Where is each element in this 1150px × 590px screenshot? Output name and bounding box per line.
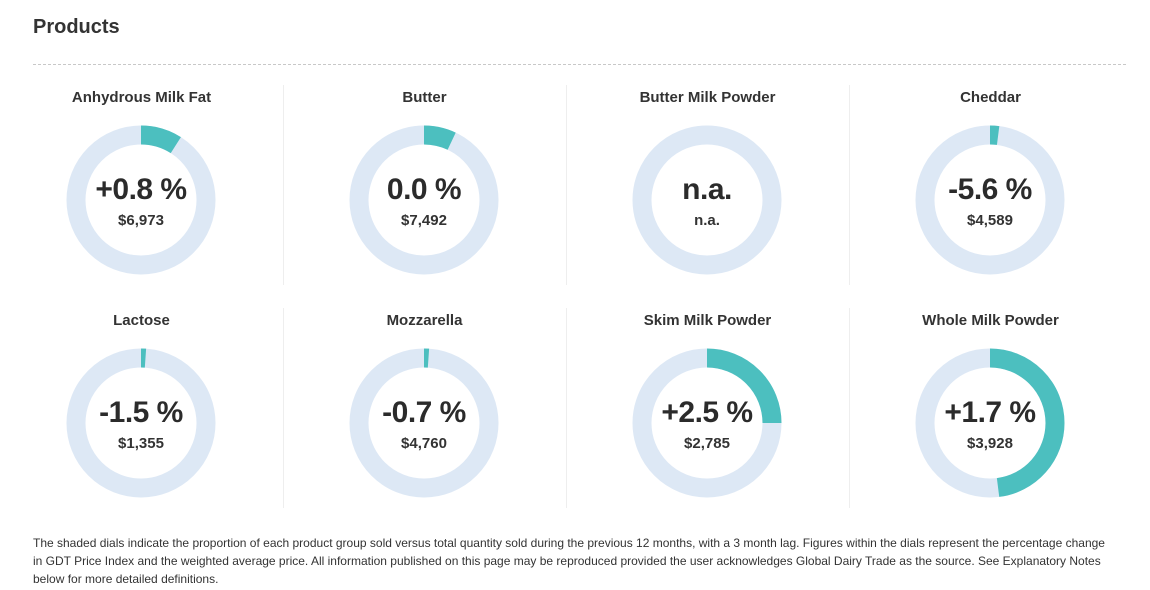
product-card-butter-milk-powder: Butter Milk Powder n.a. n.a. <box>566 70 849 293</box>
dial-share-arc <box>632 348 782 498</box>
price-index-change: -1.5 % <box>99 396 183 429</box>
product-name: Mozzarella <box>386 312 463 329</box>
product-name: Butter <box>402 89 447 106</box>
product-card-butter: Butter 0.0 % $7,492 <box>283 70 566 293</box>
dial-graphic <box>66 125 216 275</box>
product-card-skim-milk-powder: Skim Milk Powder +2.5 % $2,785 <box>566 293 849 516</box>
footnote-text: The shaded dials indicate the proportion… <box>33 536 1105 586</box>
column-divider <box>283 85 284 285</box>
share-dial: -0.7 % $4,760 <box>349 348 499 498</box>
dial-track <box>632 125 782 275</box>
product-card-whole-milk-powder: Whole Milk Powder +1.7 % $3,928 <box>849 293 1132 516</box>
dial-share-arc <box>66 125 216 275</box>
dial-graphic <box>632 348 782 498</box>
dial-graphic <box>349 125 499 275</box>
share-dial: +2.5 % $2,785 <box>632 348 782 498</box>
average-price: $4,589 <box>967 212 1013 229</box>
price-index-change: +0.8 % <box>95 173 187 206</box>
dial-graphic <box>915 348 1065 498</box>
dial-share-arc <box>915 125 1065 275</box>
dial-graphic <box>915 125 1065 275</box>
average-price: n.a. <box>694 212 720 229</box>
product-card-lactose: Lactose -1.5 % $1,355 <box>0 293 283 516</box>
product-name: Butter Milk Powder <box>639 89 776 106</box>
dial-share-arc <box>349 125 499 275</box>
dial-graphic <box>349 348 499 498</box>
product-name: Anhydrous Milk Fat <box>71 89 212 106</box>
dial-graphic <box>632 125 782 275</box>
dial-share-arc <box>349 348 499 498</box>
share-dial: n.a. n.a. <box>632 125 782 275</box>
page-title: Products <box>33 16 120 38</box>
product-card-anhydrous-milk-fat: Anhydrous Milk Fat +0.8 % $6,973 <box>0 70 283 293</box>
share-dial: -1.5 % $1,355 <box>66 348 216 498</box>
average-price: $4,760 <box>401 435 447 452</box>
column-divider <box>283 308 284 508</box>
average-price: $2,785 <box>684 435 730 452</box>
product-name: Whole Milk Powder <box>922 312 1059 329</box>
price-index-change: +2.5 % <box>661 396 753 429</box>
product-name: Skim Milk Powder <box>643 312 772 329</box>
product-card-cheddar: Cheddar -5.6 % $4,589 <box>849 70 1132 293</box>
average-price: $6,973 <box>118 212 164 229</box>
price-index-change: 0.0 % <box>386 173 462 206</box>
product-name: Cheddar <box>960 89 1021 106</box>
product-grid: Anhydrous Milk Fat +0.8 % $6,973 Butter 0.0 … <box>0 70 1150 520</box>
column-divider <box>566 85 567 285</box>
average-price: $7,492 <box>401 212 447 229</box>
share-dial: +0.8 % $6,973 <box>66 125 216 275</box>
price-index-change: -0.7 % <box>382 396 466 429</box>
price-index-change: -5.6 % <box>948 173 1032 206</box>
dial-share-arc <box>915 348 1065 498</box>
price-index-change: n.a. <box>682 173 732 206</box>
product-card-mozzarella: Mozzarella -0.7 % $4,760 <box>283 293 566 516</box>
column-divider <box>849 85 850 285</box>
column-divider <box>566 308 567 508</box>
average-price: $3,928 <box>967 435 1013 452</box>
share-dial: -5.6 % $4,589 <box>915 125 1065 275</box>
column-divider <box>849 308 850 508</box>
dial-graphic <box>66 348 216 498</box>
share-dial: 0.0 % $7,492 <box>349 125 499 275</box>
title-divider <box>33 64 1126 65</box>
average-price: $1,355 <box>118 435 164 452</box>
share-dial: +1.7 % $3,928 <box>915 348 1065 498</box>
product-name: Lactose <box>113 312 170 329</box>
price-index-change: +1.7 % <box>944 396 1036 429</box>
dial-share-arc <box>66 348 216 498</box>
